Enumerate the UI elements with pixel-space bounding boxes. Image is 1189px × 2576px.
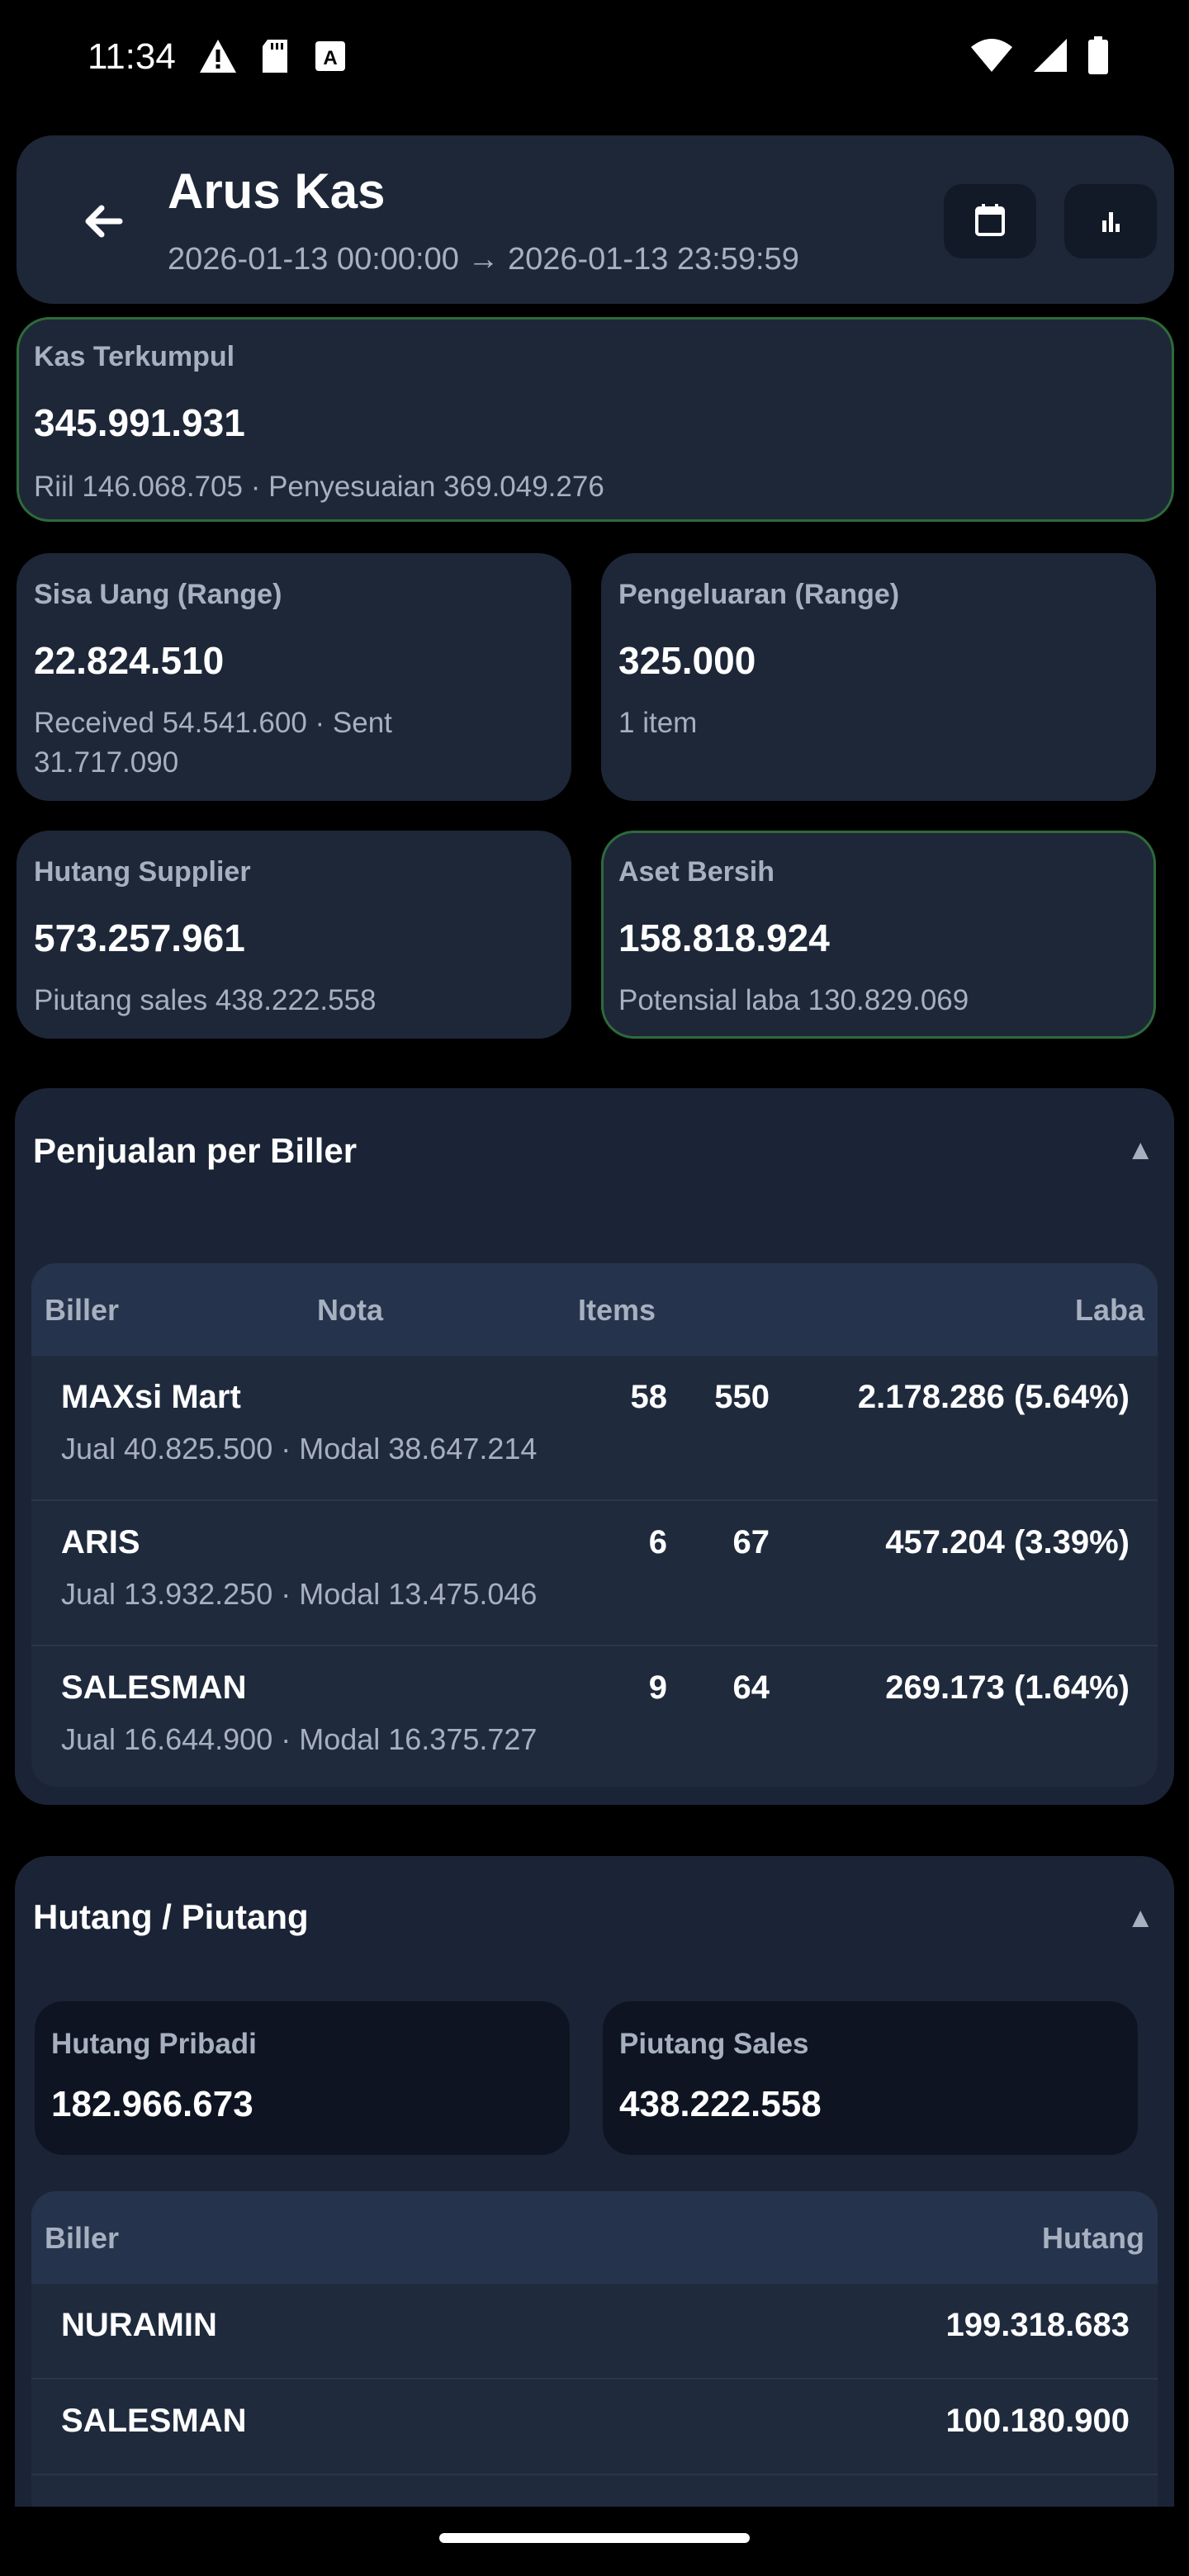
sisa-uang-detail-2: 31.717.090 (34, 746, 179, 779)
status-time: 11:34 (88, 36, 176, 77)
table-row[interactable]: ARIS Jual 13.932.250 · Modal 13.475.046 … (31, 1501, 1158, 1646)
battery-icon (1088, 36, 1108, 74)
laba-value: 457.204 (3.39%) (885, 1524, 1130, 1560)
kas-terkumpul-value: 345.991.931 (34, 401, 245, 444)
penjualan-table-header: Biller Nota Items Laba (31, 1263, 1158, 1356)
hutang-supplier-detail: Piutang sales 438.222.558 (34, 984, 377, 1016)
pengeluaran-value: 325.000 (618, 639, 756, 682)
page-title: Arus Kas (168, 163, 386, 219)
sd-card-icon (263, 40, 287, 73)
col-biller: Biller (45, 2221, 120, 2255)
biller-name: NURAMIN (61, 2307, 217, 2343)
warning-icon (200, 40, 236, 73)
status-bar: 11:34 A (0, 0, 1189, 124)
table-row[interactable]: SALESMAN Jual 16.644.900 · Modal 16.375.… (31, 1646, 1158, 1787)
card-sisa-uang: Sisa Uang (Range) 22.824.510 Received 54… (17, 553, 571, 801)
kas-terkumpul-label: Kas Terkumpul (34, 341, 235, 372)
hutang-value: 100.180.900 (945, 2403, 1130, 2439)
piutang-sales-label: Piutang Sales (619, 2028, 809, 2060)
col-laba: Laba (1074, 1293, 1144, 1327)
hutang-piutang-section-title: Hutang / Piutang (33, 1897, 309, 1936)
biller-name: SALESMAN (61, 2403, 247, 2439)
nota-count: 9 (648, 1669, 667, 1706)
items-count: 67 (732, 1524, 770, 1560)
biller-detail: Jual 40.825.500 · Modal 38.647.214 (61, 1432, 538, 1466)
card-hutang-supplier: Hutang Supplier 573.257.961 Piutang sale… (17, 831, 571, 1039)
aset-bersih-detail: Potensial laba 130.829.069 (618, 984, 969, 1016)
table-row[interactable]: NURAMIN 199.318.683 (31, 2284, 1158, 2379)
hutang-pribadi-card: Hutang Pribadi 182.966.673 (35, 2001, 570, 2155)
sisa-uang-detail: Received 54.541.600 · Sent (34, 707, 392, 739)
section-penjualan-per-biller: Penjualan per Biller ▲ Biller Nota Items… (15, 1088, 1174, 1805)
biller-name: ARIS (61, 1524, 140, 1560)
status-icons-left: A (198, 38, 348, 74)
arrow-left-icon (85, 205, 123, 238)
penjualan-table: Biller Nota Items Laba MAXsi Mart Jual 4… (31, 1263, 1158, 1787)
card-kas-terkumpul: Kas Terkumpul 345.991.931 Riil 146.068.7… (17, 317, 1174, 522)
keyboard-a-icon: A (315, 41, 345, 71)
aset-bersih-label: Aset Bersih (618, 856, 775, 888)
hutang-value: 199.318.683 (945, 2307, 1130, 2343)
app-header: Arus Kas 2026-01-13 00:00:00 → 2026-01-1… (17, 135, 1174, 304)
calendar-icon (975, 204, 1005, 236)
hutang-pribadi-label: Hutang Pribadi (51, 2028, 257, 2060)
nota-count: 6 (648, 1524, 667, 1560)
laba-value: 2.178.286 (5.64%) (857, 1379, 1130, 1415)
col-items: Items (578, 1293, 656, 1327)
wifi-icon (971, 39, 1012, 72)
col-nota: Nota (317, 1293, 383, 1327)
col-biller: Biller (45, 1293, 120, 1327)
cell-signal-icon (1034, 39, 1067, 72)
date-range: 2026-01-13 00:00:00 → 2026-01-13 23:59:5… (168, 242, 799, 277)
biller-name: MAXsi Mart (61, 1379, 241, 1415)
aset-bersih-value: 158.818.924 (618, 916, 830, 959)
items-count: 64 (732, 1669, 770, 1706)
piutang-sales-value: 438.222.558 (619, 2084, 822, 2124)
back-button[interactable] (67, 186, 138, 257)
status-icons-right (969, 36, 1110, 74)
pengeluaran-label: Pengeluaran (Range) (618, 579, 900, 610)
home-gesture-bar[interactable] (439, 2533, 750, 2543)
penjualan-section-title: Penjualan per Biller (33, 1131, 358, 1170)
pengeluaran-detail: 1 item (618, 707, 698, 739)
sisa-uang-value: 22.824.510 (34, 639, 225, 682)
chart-button[interactable] (1064, 184, 1157, 258)
piutang-sales-card: Piutang Sales 438.222.558 (603, 2001, 1138, 2155)
items-count: 550 (714, 1379, 770, 1415)
hutang-table: Biller Hutang NURAMIN 199.318.683 SALESM… (31, 2191, 1158, 2507)
biller-detail: Jual 16.644.900 · Modal 16.375.727 (61, 1722, 538, 1756)
hutang-supplier-value: 573.257.961 (34, 916, 245, 959)
biller-name: SALESMAN (61, 1669, 247, 1706)
col-hutang: Hutang (1042, 2221, 1144, 2255)
kas-terkumpul-detail: Riil 146.068.705 · Penyesuaian 369.049.2… (34, 471, 604, 503)
penjualan-collapse-toggle[interactable]: ▲ (1126, 1134, 1154, 1166)
sisa-uang-label: Sisa Uang (Range) (34, 579, 282, 610)
hutang-table-header: Biller Hutang (31, 2191, 1158, 2284)
laba-value: 269.173 (1.64%) (885, 1669, 1130, 1706)
svg-text:A: A (323, 47, 337, 69)
card-aset-bersih: Aset Bersih 158.818.924 Potensial laba 1… (601, 831, 1156, 1039)
calendar-button[interactable] (944, 184, 1036, 258)
nota-count: 58 (630, 1379, 668, 1415)
bar-chart-icon (1102, 212, 1120, 232)
hutang-supplier-label: Hutang Supplier (34, 856, 251, 888)
table-row[interactable]: MAXsi Mart Jual 40.825.500 · Modal 38.64… (31, 1356, 1158, 1501)
hutang-piutang-collapse-toggle[interactable]: ▲ (1126, 1902, 1154, 1934)
card-pengeluaran: Pengeluaran (Range) 325.000 1 item (601, 553, 1156, 801)
hutang-pribadi-value: 182.966.673 (51, 2084, 253, 2124)
table-row[interactable]: SALESMAN 100.180.900 (31, 2379, 1158, 2475)
biller-detail: Jual 13.932.250 · Modal 13.475.046 (61, 1577, 538, 1611)
